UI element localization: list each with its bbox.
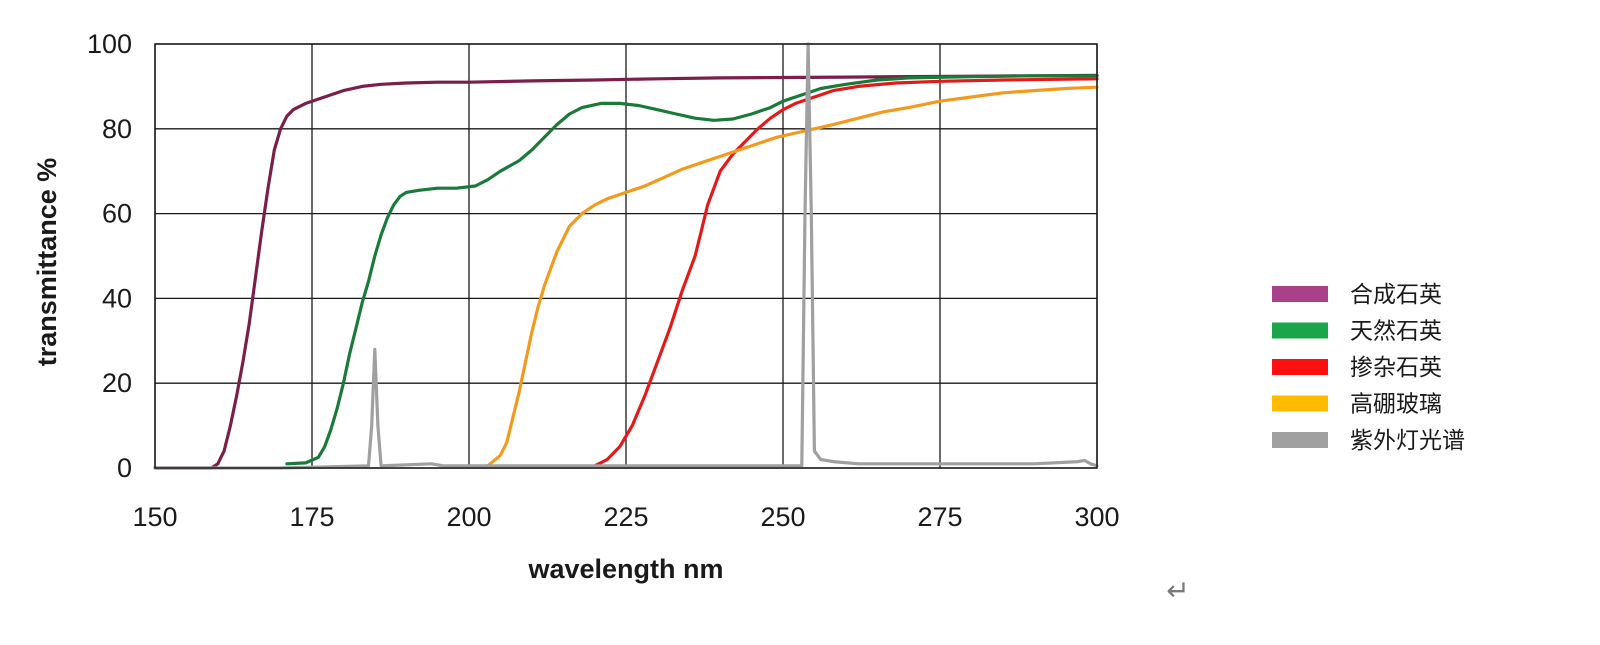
legend-label-1: 合成石英 [1350, 282, 1442, 308]
y-tick-label: 0 [117, 453, 132, 483]
y-tick-label: 100 [87, 29, 132, 59]
plot-frame [154, 43, 1098, 469]
x-tick-label: 300 [1074, 502, 1119, 532]
x-tick-label: 175 [289, 502, 334, 532]
x-tick-label: 200 [446, 502, 491, 532]
series-line-4 [486, 85, 1099, 468]
x-tick-label: 225 [603, 502, 648, 532]
legend-swatch-4 [1272, 395, 1328, 412]
x-axis-title: wavelength nm [527, 554, 723, 584]
return-mark: ↵ [1166, 574, 1189, 607]
series-line-3 [593, 77, 1099, 468]
y-tick-label: 80 [102, 114, 132, 144]
legend-label-2: 天然石英 [1350, 319, 1442, 345]
legend-swatch-5 [1272, 432, 1328, 448]
x-tick-label: 250 [760, 502, 805, 532]
y-axis-title: transmittance % [32, 158, 62, 367]
series-line-2 [285, 74, 1099, 466]
legend-label-4: 高硼玻璃 [1350, 392, 1442, 418]
series-line-1 [153, 73, 1099, 470]
y-tick-label: 20 [102, 368, 132, 398]
legend-swatch-2 [1272, 322, 1328, 339]
x-axis-ticks: 150 175 200 225 250 275 300 [132, 502, 1119, 532]
x-tick-label: 275 [917, 502, 962, 532]
legend-swatch-1 [1272, 286, 1328, 302]
y-tick-label: 60 [102, 199, 132, 229]
legend-label-5: 紫外灯光谱 [1350, 428, 1465, 454]
y-axis-ticks: 0 20 40 60 80 100 [87, 29, 132, 483]
legend-label-3: 掺杂石英 [1350, 355, 1442, 381]
y-tick-label: 40 [102, 283, 132, 313]
legend-swatch-3 [1272, 359, 1328, 375]
x-tick-label: 150 [132, 502, 177, 532]
